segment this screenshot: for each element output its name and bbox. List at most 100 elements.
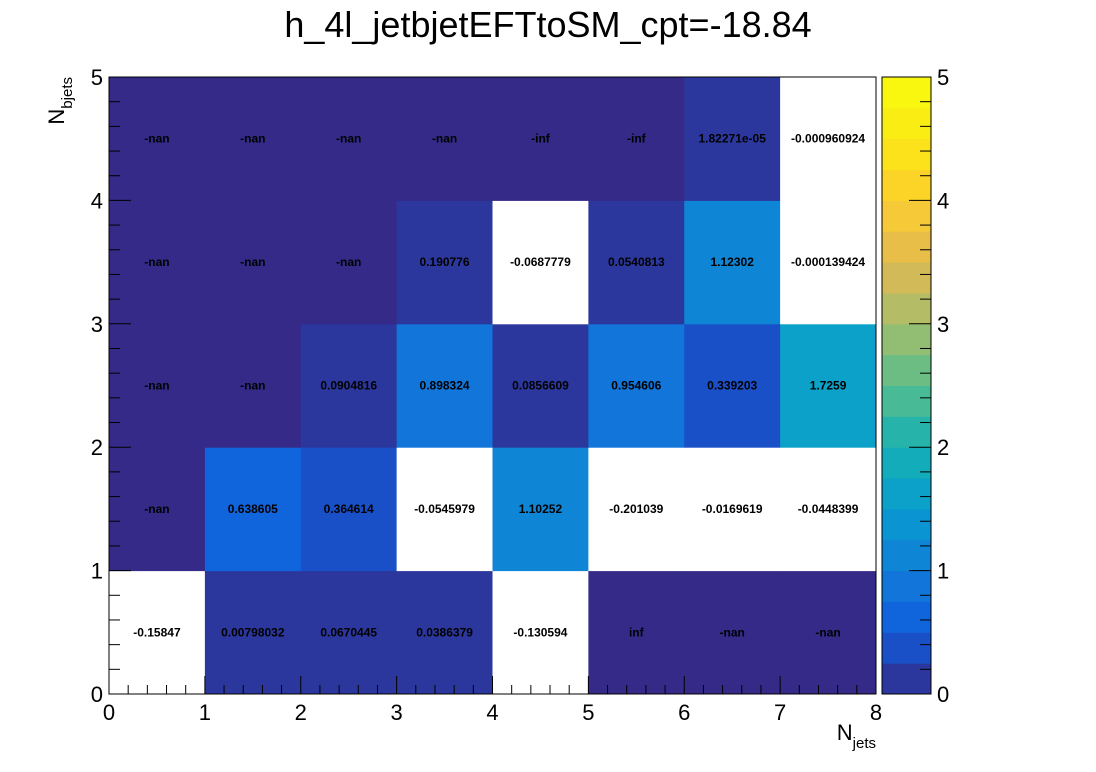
heatmap-cell	[684, 77, 781, 201]
cell-value-label: -nan	[240, 255, 265, 269]
chart-title: h_4l_jetbjetEFTtoSM_cpt=-18.84	[284, 4, 812, 45]
heatmap-cell	[300, 200, 398, 325]
cell-value-label: 0.0386379	[416, 625, 473, 639]
heatmap-cell	[588, 570, 685, 695]
heatmap-cell	[684, 200, 781, 325]
cell-value-label: -nan	[144, 132, 169, 146]
cell-value-label: 0.00798032	[221, 625, 285, 639]
y-tick-label: 1	[91, 559, 103, 584]
heatmap-cell	[492, 570, 589, 695]
heatmap-cell	[684, 323, 781, 448]
heatmap-cell	[300, 323, 398, 448]
y-axis-title: Nbjets	[44, 77, 76, 125]
palette-band	[882, 231, 931, 263]
heatmap-cell	[109, 77, 206, 201]
heatmap-cell	[588, 200, 685, 325]
palette-band	[882, 416, 931, 448]
palette-band	[882, 601, 931, 633]
cell-value-label: -0.130594	[513, 625, 567, 639]
heatmap-cell	[109, 570, 206, 695]
y-tick-label: 4	[91, 188, 103, 213]
cell-value-label: -nan	[144, 255, 169, 269]
palette-band	[882, 323, 931, 356]
cell-value-label: -nan	[336, 132, 361, 146]
palette-band	[882, 663, 931, 695]
cell-value-label: 1.82271e-05	[698, 132, 766, 146]
x-tick-label: 3	[391, 700, 403, 725]
heatmap-cell	[204, 77, 302, 201]
x-tick-label: 7	[774, 700, 786, 725]
heatmap-cell	[204, 200, 302, 325]
heatmap-cell	[109, 447, 206, 572]
palette-band	[882, 539, 931, 572]
cell-value-label: -inf	[627, 132, 647, 146]
z-tick-label: 3	[937, 312, 949, 337]
x-tick-label: 1	[199, 700, 211, 725]
palette-band	[882, 169, 931, 201]
z-tick-label: 4	[937, 188, 949, 213]
palette-frame	[881, 76, 932, 695]
heatmap-cell	[780, 447, 877, 572]
cell-value-label: inf	[629, 625, 645, 639]
cell-value-label: 0.0540813	[608, 255, 665, 269]
cell-value-label: -0.0169619	[702, 502, 763, 516]
heatmap-cell	[109, 200, 206, 325]
palette-band	[882, 77, 931, 109]
cell-value-label: -nan	[432, 132, 457, 146]
cell-value-label: 1.10252	[519, 502, 563, 516]
heatmap-cell	[492, 200, 589, 325]
heatmap-cell	[588, 77, 685, 201]
z-tick-label: 5	[937, 65, 949, 90]
x-tick-label: 6	[678, 700, 690, 725]
cell-value-label: -nan	[144, 502, 169, 516]
y-tick-label: 5	[91, 65, 103, 90]
z-tick-label: 2	[937, 435, 949, 460]
cell-value-label: 0.0856609	[512, 379, 569, 393]
heatmap-cell	[204, 447, 302, 572]
heatmap-cell	[780, 570, 877, 695]
cell-value-label: -0.15847	[133, 625, 181, 639]
x-tick-label: 4	[486, 700, 498, 725]
cell-value-label: -nan	[336, 255, 361, 269]
cell-value-label: -nan	[720, 625, 745, 639]
palette-band	[882, 262, 931, 294]
heatmap-cell	[300, 570, 398, 695]
palette-band	[882, 385, 931, 417]
cell-value-label: 0.364614	[324, 502, 374, 516]
cell-value-label: 1.7259	[810, 379, 847, 393]
cell-value-label: -nan	[240, 132, 265, 146]
cell-value-label: -inf	[531, 132, 551, 146]
cell-value-label: 0.0670445	[320, 625, 377, 639]
color-palette: 0 1 2 3 4 5	[881, 65, 949, 707]
cell-value-label: -nan	[240, 379, 265, 393]
heatmap-cell	[396, 323, 493, 448]
heatmap-cell	[396, 200, 493, 325]
heatmap-cell	[396, 77, 493, 201]
cell-value-label: 0.638605	[228, 502, 278, 516]
cell-value-label: -nan	[815, 625, 840, 639]
heatmap-cell	[684, 447, 781, 572]
palette-band	[882, 354, 931, 386]
x-tick-label: 5	[582, 700, 594, 725]
x-tick-label: 8	[870, 700, 882, 725]
palette-band	[882, 138, 931, 171]
palette-band	[882, 200, 931, 232]
cell-value-label: 0.898324	[420, 379, 470, 393]
heatmap-cell	[588, 323, 685, 448]
y-tick-label: 3	[91, 312, 103, 337]
heatmap-cell	[300, 447, 398, 572]
z-tick-label: 0	[937, 682, 949, 707]
palette-band	[882, 292, 931, 325]
heatmap-cells	[109, 77, 877, 695]
cell-value-label: 0.954606	[611, 379, 661, 393]
z-tick-label: 1	[937, 559, 949, 584]
heatmap-cell	[396, 570, 493, 695]
axes: 0 1 2 3 4 5 6 7 8 0 1 2 3 4 5	[91, 65, 882, 725]
heatmap-cell	[492, 323, 589, 448]
heatmap-cell	[300, 77, 398, 201]
heatmap-cell	[684, 570, 781, 695]
cell-value-label: -0.0545979	[414, 502, 475, 516]
heatmap-cell	[492, 447, 589, 572]
x-tick-label: 0	[103, 700, 115, 725]
